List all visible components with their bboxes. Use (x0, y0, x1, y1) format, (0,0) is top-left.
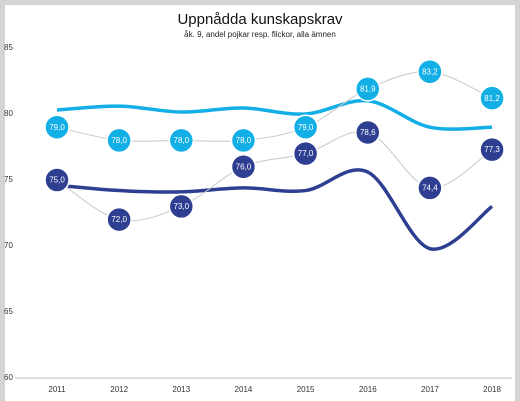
marker (44, 114, 70, 140)
marker (168, 127, 195, 154)
marker (479, 136, 505, 163)
marker (44, 167, 70, 193)
y-tick-label: 70 (4, 241, 13, 250)
trend-line (56, 168, 494, 251)
data-label: 81,2 (484, 94, 500, 103)
marker (292, 114, 319, 140)
x-tick-label: 2017 (421, 385, 439, 394)
trend-line (56, 98, 493, 131)
marker (417, 59, 443, 85)
marker (355, 76, 381, 102)
data-label: 78,0 (111, 136, 127, 145)
marker (230, 127, 257, 154)
x-tick-label: 2011 (48, 385, 66, 394)
data-label: 73,0 (174, 202, 190, 211)
marker (106, 127, 132, 154)
data-label: 78,0 (236, 136, 252, 145)
marker (106, 206, 132, 233)
data-label: 77,0 (298, 149, 314, 158)
data-label: 78,0 (174, 136, 190, 145)
marker (168, 193, 195, 220)
data-label: 78,6 (360, 128, 376, 137)
marker (417, 175, 443, 201)
marker (230, 154, 257, 180)
x-tick-label: 2018 (483, 385, 501, 394)
data-label: 81,9 (360, 85, 376, 94)
y-tick-label: 60 (4, 373, 13, 382)
y-tick-label: 65 (4, 307, 13, 316)
marker (355, 119, 381, 146)
y-tick-label: 80 (4, 109, 13, 118)
marker (479, 85, 505, 111)
x-tick-label: 2016 (359, 385, 377, 394)
x-tick-label: 2014 (235, 385, 253, 394)
chart-subtitle: åk. 9, andel pojkar resp. flickor, alla … (184, 30, 336, 39)
data-label: 72,0 (111, 215, 127, 224)
x-tick-label: 2012 (110, 385, 128, 394)
x-tick-label: 2015 (297, 385, 315, 394)
data-label: 75,0 (49, 176, 65, 185)
data-label: 79,0 (49, 123, 65, 132)
x-tick-label: 2013 (172, 385, 190, 394)
data-label: 83,2 (422, 67, 438, 76)
y-tick-label: 75 (4, 175, 13, 184)
data-label: 77,3 (484, 145, 500, 154)
chart-title: Uppnådda kunskapskrav (177, 11, 343, 28)
marker (292, 140, 319, 167)
data-label: 79,0 (298, 123, 314, 132)
data-label: 76,0 (236, 162, 252, 171)
y-tick-label: 85 (4, 43, 13, 52)
data-label: 74,4 (422, 184, 438, 193)
